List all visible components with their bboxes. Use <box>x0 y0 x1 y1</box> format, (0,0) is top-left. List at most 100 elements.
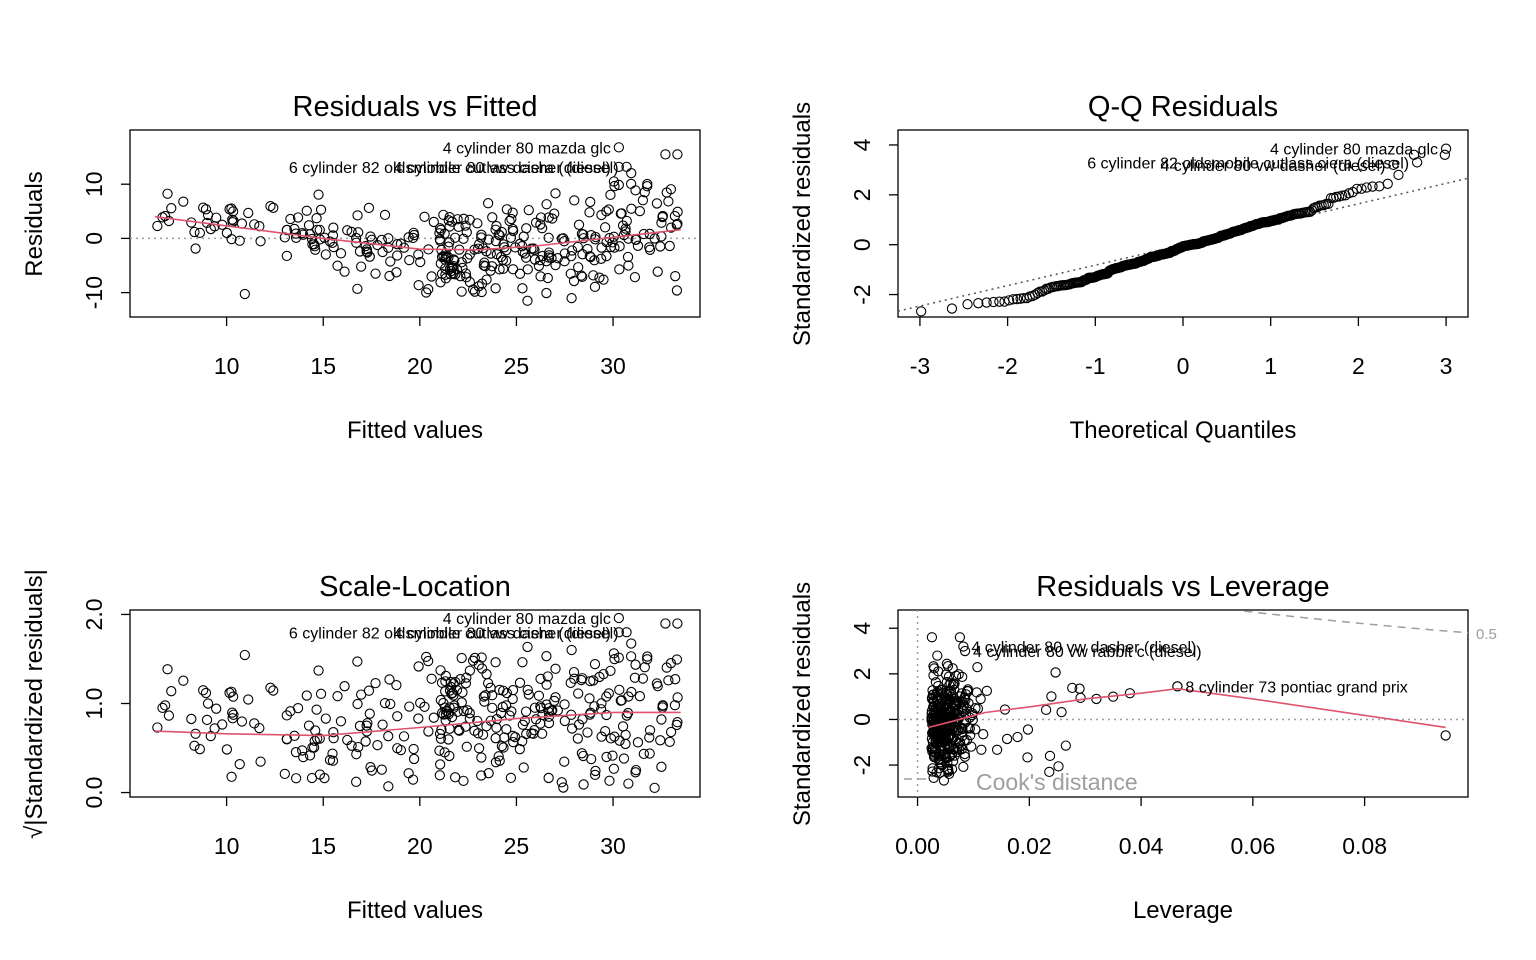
data-point <box>473 239 485 250</box>
data-point <box>664 240 675 252</box>
data-point <box>495 707 507 719</box>
data-point <box>988 296 999 308</box>
data-point <box>550 259 561 271</box>
data-point <box>327 237 338 249</box>
data-point <box>522 641 533 653</box>
data-point <box>566 245 578 256</box>
data-point <box>243 694 254 705</box>
data-point <box>507 207 518 218</box>
point-annotation: 4 cylinder 80 mazda glc <box>443 140 611 157</box>
data-point <box>590 231 601 243</box>
data-point <box>152 220 163 232</box>
data-point <box>522 295 533 306</box>
data-point <box>315 204 327 215</box>
data-point <box>227 707 238 718</box>
data-point <box>224 687 235 698</box>
legend-label: Cook's distance <box>976 769 1138 795</box>
data-point <box>528 728 539 739</box>
data-point <box>352 210 363 221</box>
x-axis-label: Leverage <box>1133 897 1233 924</box>
plot-area <box>898 610 1468 797</box>
data-point <box>1337 190 1348 201</box>
data-point <box>364 708 375 719</box>
data-point <box>558 782 569 793</box>
data-point <box>311 704 322 715</box>
data-point <box>370 268 381 279</box>
data-point <box>435 694 446 706</box>
x-tick-label: 0.02 <box>1007 833 1052 859</box>
data-point <box>613 652 624 663</box>
data-point <box>970 724 981 735</box>
y-tick-label: 10 <box>81 171 107 197</box>
y-tick-label: 2.0 <box>81 598 107 630</box>
data-point <box>1074 683 1085 694</box>
data-point <box>311 213 322 224</box>
y-tick-label: 2 <box>849 188 875 201</box>
data-point <box>249 219 260 230</box>
data-point <box>487 212 498 223</box>
data-point <box>1440 730 1451 741</box>
data-point <box>949 684 960 696</box>
data-point <box>421 651 432 663</box>
data-point <box>228 206 239 217</box>
data-point <box>642 181 653 192</box>
data-point <box>948 678 959 689</box>
data-point <box>281 710 292 721</box>
data-point <box>377 719 388 730</box>
data-point <box>472 728 484 739</box>
data-point <box>931 695 943 706</box>
x-tick-label: 1 <box>1264 353 1277 379</box>
data-point <box>929 728 940 739</box>
data-point <box>669 700 681 711</box>
data-point <box>672 206 683 217</box>
x-tick-label: 25 <box>504 353 530 379</box>
data-point <box>521 728 532 740</box>
data-point <box>464 708 475 719</box>
data-point <box>535 212 547 223</box>
data-point <box>605 189 616 201</box>
data-point <box>935 735 946 746</box>
labelled-data-point <box>1411 157 1423 168</box>
data-point <box>598 274 609 285</box>
data-point <box>289 223 300 235</box>
smoother-line <box>154 215 681 251</box>
data-point <box>499 732 510 743</box>
data-point <box>460 268 472 279</box>
y-tick-label: 0.0 <box>81 777 107 809</box>
data-point <box>617 721 629 732</box>
data-point <box>613 179 624 191</box>
data-point <box>505 232 517 243</box>
data-point <box>303 220 315 231</box>
y-axis-label: Standardized residuals <box>789 102 816 346</box>
x-tick-label: 20 <box>407 833 433 859</box>
data-point <box>1003 295 1015 306</box>
data-point <box>994 296 1005 307</box>
data-point <box>455 271 466 282</box>
data-point <box>566 644 577 656</box>
data-point <box>363 202 375 214</box>
data-point <box>490 283 501 294</box>
data-point <box>494 230 505 241</box>
data-point <box>200 204 212 215</box>
data-point <box>1050 667 1061 678</box>
data-point <box>434 228 445 239</box>
data-point <box>383 233 394 244</box>
data-point <box>625 651 637 662</box>
data-point <box>162 188 173 199</box>
data-point <box>941 676 952 688</box>
data-point <box>542 272 553 284</box>
data-point <box>941 725 952 736</box>
data-point <box>637 673 649 684</box>
data-point <box>501 700 512 711</box>
point-annotation: 6 cylinder 82 oldsmobile cutlass ciera (… <box>289 625 611 642</box>
data-point <box>234 759 245 770</box>
y-tick-label: 0 <box>81 232 107 245</box>
data-point <box>290 747 302 758</box>
data-point <box>601 250 612 262</box>
data-point <box>190 243 201 254</box>
labelled-data-point <box>959 645 971 657</box>
data-point <box>1012 731 1023 743</box>
data-point <box>522 684 533 696</box>
data-point <box>496 226 508 238</box>
data-point <box>310 244 321 255</box>
